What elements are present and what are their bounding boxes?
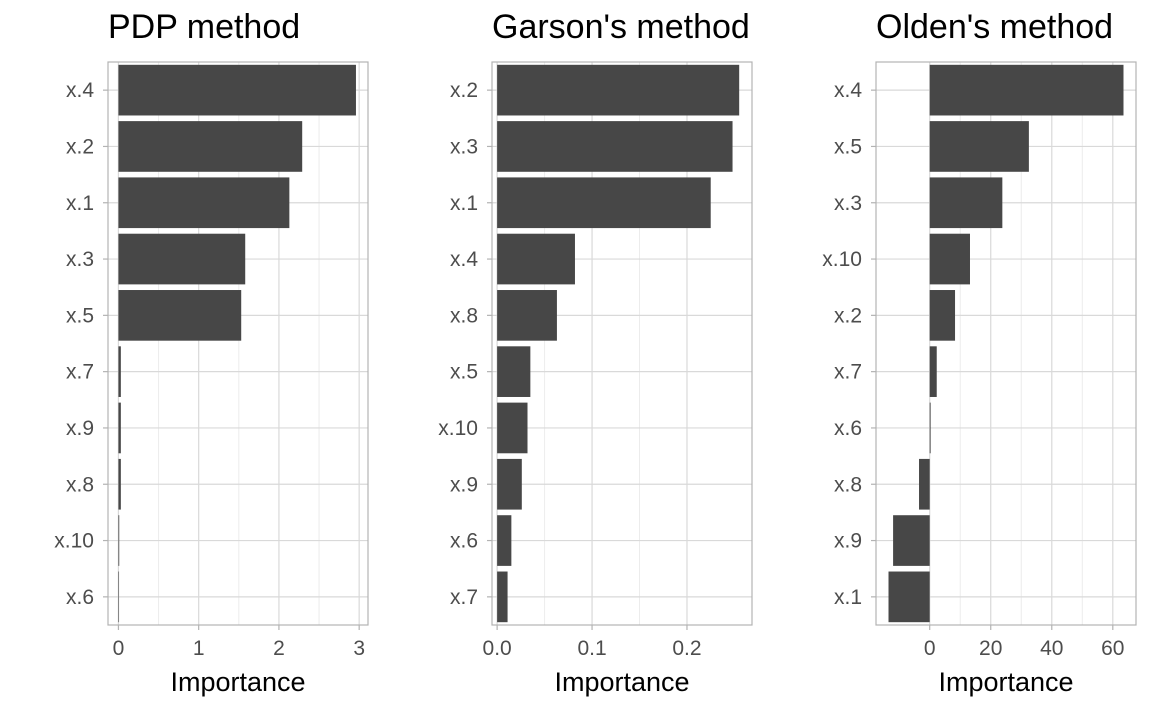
y-tick-label: x.10	[822, 248, 862, 271]
bar-x10	[497, 402, 528, 454]
y-tick-label: x.3	[450, 135, 478, 158]
bar-x5	[497, 346, 531, 397]
bar-x4	[929, 64, 1124, 116]
y-tick-label: x.10	[438, 417, 478, 440]
y-tick-label: x.4	[450, 248, 478, 271]
y-tick-label: x.3	[66, 248, 94, 271]
y-tick-label: x.1	[66, 192, 94, 215]
x-axis-label: Importance	[938, 667, 1073, 697]
bar-x1	[118, 177, 290, 229]
x-tick-label: 0.2	[672, 637, 701, 660]
bar-x6	[929, 402, 931, 454]
y-tick-label: x.8	[834, 473, 862, 496]
x-tick-label: 0.0	[483, 637, 512, 660]
x-tick-label: 20	[979, 637, 1002, 660]
bar-x3	[929, 177, 1003, 229]
y-tick-label: x.1	[450, 192, 478, 215]
x-tick-label: 60	[1101, 637, 1124, 660]
y-tick-label: x.2	[66, 135, 94, 158]
bar-x2	[929, 290, 956, 341]
panel-border	[107, 61, 369, 626]
y-tick-label: x.4	[834, 79, 862, 102]
bar-x8	[497, 290, 557, 341]
bar-x1	[497, 177, 711, 229]
bar-x10	[118, 515, 120, 566]
bar-x1	[888, 571, 930, 623]
bar-x6	[497, 515, 512, 566]
bar-x5	[929, 121, 1029, 172]
x-tick-label: 3	[353, 637, 365, 660]
panel-border	[491, 61, 753, 626]
y-tick-label: x.2	[834, 304, 862, 327]
bar-x7	[118, 346, 121, 397]
y-tick-label: x.9	[450, 473, 478, 496]
x-tick-label: 2	[273, 637, 285, 660]
bar-x8	[919, 458, 930, 510]
bar-x2	[497, 64, 740, 116]
bar-x4	[497, 233, 575, 285]
bar-x4	[118, 64, 356, 116]
x-axis-label: Importance	[170, 667, 305, 697]
bar-x9	[497, 458, 522, 510]
olden-panel: x.4x.5x.3x.10x.2x.7x.6x.8x.9x.10 20 40 60Ol…	[822, 8, 1137, 697]
panel-border	[875, 61, 1137, 626]
y-tick-label: x.8	[450, 304, 478, 327]
bar-x5	[118, 290, 242, 341]
x-axis-label: Importance	[554, 667, 689, 697]
panel-title: PDP method	[108, 8, 300, 46]
y-tick-label: x.5	[66, 304, 94, 327]
y-tick-label: x.6	[450, 530, 478, 553]
panel-title: Olden's method	[876, 8, 1113, 46]
y-tick-label: x.6	[834, 417, 862, 440]
y-tick-label: x.9	[66, 417, 94, 440]
bar-x6	[118, 571, 120, 623]
y-tick-label: x.5	[450, 361, 478, 384]
pdp-panel: x.4 x.2 x.1 x.3 x.5 x.7 x.9 x.8 x.10 x.6 0 1 2 3 PDP m…	[54, 8, 369, 697]
y-tick-label: x.7	[450, 586, 478, 609]
x-tick-label: 0.1	[577, 637, 606, 660]
y-tick-label: x.1	[834, 586, 862, 609]
y-tick-label: x.8	[66, 473, 94, 496]
y-tick-label: x.2	[450, 79, 478, 102]
x-tick-label: 0	[924, 637, 936, 660]
bar-x3	[497, 121, 733, 172]
x-tick-label: 1	[193, 637, 205, 660]
garson-panel: x.2 x.3 x.1 x.4 x.8 x.5 x.10 x.9 x.6 x.7 0.0 0.1 0.2…	[438, 8, 753, 697]
bar-x8	[118, 458, 121, 510]
y-tick-label: x.10	[54, 530, 94, 553]
y-tick-label: x.3	[834, 192, 862, 215]
bar-x9	[893, 515, 930, 566]
y-tick-label: x.9	[834, 530, 862, 553]
bar-x3	[118, 233, 246, 285]
y-tick-label: x.4	[66, 79, 94, 102]
bar-x7	[497, 571, 508, 623]
panel-title: Garson's method	[492, 8, 750, 46]
y-tick-label: x.7	[66, 361, 94, 384]
x-tick-label: 0	[113, 637, 125, 660]
bar-x7	[929, 346, 937, 397]
y-tick-label: x.5	[834, 135, 862, 158]
x-tick-label: 40	[1040, 637, 1063, 660]
y-tick-label: x.6	[66, 586, 94, 609]
bar-x9	[118, 402, 121, 454]
bar-x2	[118, 121, 303, 172]
y-tick-label: x.7	[834, 361, 862, 384]
bar-x10	[929, 233, 970, 285]
